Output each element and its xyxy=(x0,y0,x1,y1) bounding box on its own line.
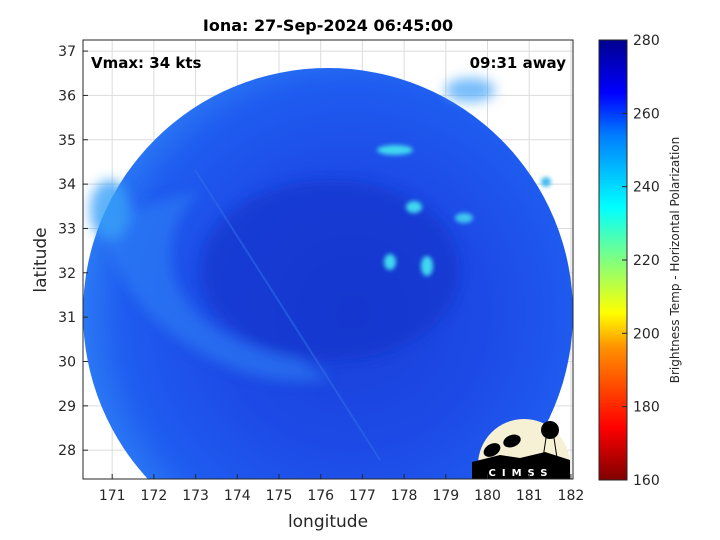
colorbar-tick-label: 200 xyxy=(633,326,660,342)
y-axis-label: latitude xyxy=(31,227,51,292)
edge-bright xyxy=(445,78,495,102)
x-tick-label: 182 xyxy=(558,488,585,504)
y-tick-label: 34 xyxy=(58,177,76,193)
colorbar-label: Brightness Temp - Horizontal Polarizatio… xyxy=(668,137,682,384)
x-tick-label: 181 xyxy=(516,488,543,504)
colorbar-ticks: 160 180 200 220 240 260 280 xyxy=(622,33,660,489)
swath-stripe xyxy=(194,169,381,461)
x-tick-label: 173 xyxy=(182,488,209,504)
time-away-label: 09:31 away xyxy=(470,54,567,72)
cold-cloud xyxy=(406,201,422,213)
x-ticks: 171 172 173 174 175 176 177 178 179 180 181 182 xyxy=(99,474,584,504)
edge-bright xyxy=(90,180,130,240)
y-tick-label: 36 xyxy=(58,88,76,104)
y-tick-label: 35 xyxy=(58,133,76,149)
x-axis-label: longitude xyxy=(288,512,368,532)
cold-cloud xyxy=(455,213,473,223)
cimss-logo: CIMSS xyxy=(472,419,570,479)
x-tick-label: 179 xyxy=(432,488,459,504)
colorbar-tick-label: 160 xyxy=(633,473,660,489)
x-tick-label: 178 xyxy=(391,488,418,504)
colorbar-tick-label: 260 xyxy=(633,106,660,122)
x-tick-label: 177 xyxy=(349,488,376,504)
y-tick-label: 33 xyxy=(58,221,76,237)
colorbar-tick-label: 280 xyxy=(633,33,660,49)
cold-cloud xyxy=(541,177,551,187)
x-tick-label: 174 xyxy=(224,488,251,504)
colorbar-tick-label: 180 xyxy=(633,400,660,416)
x-tick-label: 180 xyxy=(474,488,501,504)
cold-cloud xyxy=(377,145,413,155)
y-tick-label: 28 xyxy=(58,443,76,459)
dark-region xyxy=(200,180,460,360)
colorbar-tick-label: 240 xyxy=(633,180,660,196)
y-tick-label: 30 xyxy=(58,354,76,370)
x-tick-label: 171 xyxy=(99,488,126,504)
x-tick-label: 176 xyxy=(307,488,334,504)
chart-title: Iona: 27-Sep-2024 06:45:00 xyxy=(203,16,453,35)
svg-text:CIMSS: CIMSS xyxy=(489,468,554,479)
cold-cloud xyxy=(421,256,433,276)
y-tick-label: 37 xyxy=(58,44,76,60)
colorbar-tick-label: 220 xyxy=(633,253,660,269)
vmax-label: Vmax: 34 kts xyxy=(91,54,201,72)
swath xyxy=(83,68,573,479)
warm-arc xyxy=(100,190,330,382)
x-tick-label: 175 xyxy=(266,488,293,504)
cold-cloud xyxy=(384,254,396,270)
y-ticks: 28 29 30 31 32 33 34 35 36 37 xyxy=(58,44,88,459)
y-tick-label: 32 xyxy=(58,266,76,282)
y-tick-label: 29 xyxy=(58,399,76,415)
axes-box xyxy=(82,39,574,480)
y-tick-label: 31 xyxy=(58,310,76,326)
x-tick-label: 172 xyxy=(141,488,168,504)
